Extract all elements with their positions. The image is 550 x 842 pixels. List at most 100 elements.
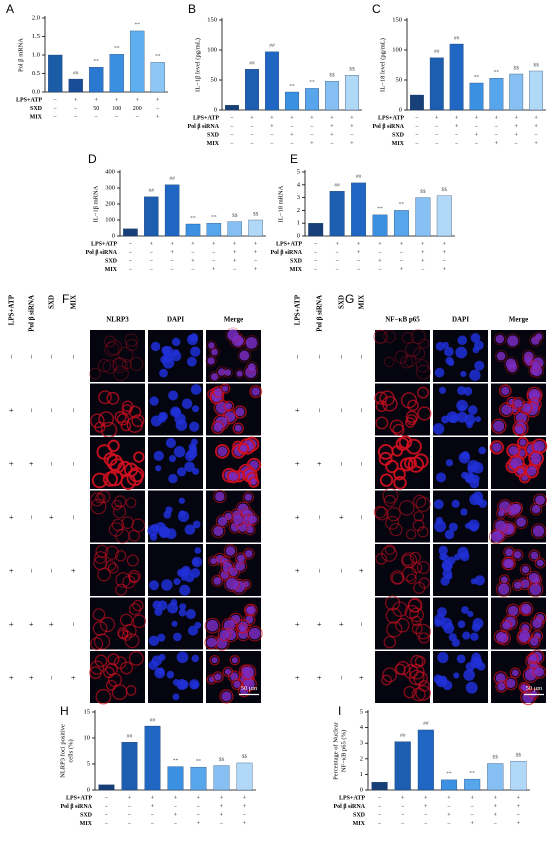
cell-stain xyxy=(97,567,111,582)
cell-stain xyxy=(121,516,135,530)
cells xyxy=(90,599,147,651)
nucleus xyxy=(532,361,540,370)
treatment-sign: − xyxy=(254,258,258,264)
nucleus xyxy=(473,657,483,667)
treatment-sign: + xyxy=(220,804,224,810)
significance-label: ## xyxy=(356,174,362,180)
treatment-sign: − xyxy=(378,804,382,810)
cell-stain xyxy=(89,660,105,675)
nucleus xyxy=(191,654,200,663)
nucleus xyxy=(227,329,239,341)
nucleus xyxy=(214,673,222,681)
bar xyxy=(394,741,411,791)
treatment-sign: − xyxy=(290,141,294,147)
y-tick-label: 50 xyxy=(396,76,403,83)
treatment-sign: − xyxy=(233,267,237,273)
y-tick-label: 15 xyxy=(84,708,91,715)
treatment-sign: − xyxy=(27,515,36,520)
bar xyxy=(415,197,431,237)
bar xyxy=(206,223,222,237)
treatment-sign: − xyxy=(250,132,254,138)
treatment-sign: 100 xyxy=(112,106,121,112)
treatment-sign: − xyxy=(156,106,160,112)
cell-stain xyxy=(533,493,547,508)
treatment-sign: − xyxy=(350,132,354,138)
cell-stain xyxy=(90,637,104,651)
treatment-label: MIX xyxy=(70,295,78,309)
nucleus xyxy=(178,609,187,617)
treatment-sign: + xyxy=(315,622,324,627)
significance-label: ## xyxy=(127,733,133,739)
nucleus xyxy=(239,350,250,361)
treatment-sign: − xyxy=(54,97,58,103)
nucleus xyxy=(475,416,482,423)
cell-stain xyxy=(417,526,429,538)
y-tick-label: 1.0 xyxy=(32,51,40,58)
cell-stain xyxy=(382,487,399,504)
nucleus xyxy=(478,446,486,455)
nucleus xyxy=(495,334,505,344)
nucleus xyxy=(217,446,228,457)
nucleus xyxy=(218,368,226,376)
nucleus xyxy=(524,356,532,364)
column-header: NLRP3 xyxy=(106,316,129,324)
nucleus xyxy=(245,615,254,624)
nucleus xyxy=(467,405,478,415)
nucleus xyxy=(157,633,166,642)
treatment-sign: 50 xyxy=(93,106,99,112)
micrograph xyxy=(90,651,145,703)
bar xyxy=(417,729,434,791)
nucleus xyxy=(163,510,172,519)
nucleus xyxy=(224,369,232,376)
treatment-label: LPS+ATP xyxy=(193,115,219,121)
cell-stain xyxy=(106,454,124,471)
significance-label: $$ xyxy=(242,753,248,760)
nucleus xyxy=(177,568,186,578)
treatment-sign: − xyxy=(151,821,155,827)
treatment-sign: + xyxy=(27,675,36,680)
cell-stain xyxy=(405,341,421,357)
treatment-sign: + xyxy=(250,115,254,121)
cell-stain xyxy=(394,350,408,364)
treatment-sign: + xyxy=(212,241,216,247)
nucleus xyxy=(251,387,260,396)
nucleus xyxy=(173,632,182,642)
treatment-sign: + xyxy=(174,812,178,818)
treatment-sign: − xyxy=(129,258,133,264)
treatment-sign: − xyxy=(105,812,109,818)
cell-stain xyxy=(415,359,430,373)
cell-stain xyxy=(126,554,139,567)
cell-stain xyxy=(246,625,263,642)
nucleus xyxy=(168,473,178,484)
treatment-sign: + xyxy=(424,804,428,810)
cells xyxy=(493,331,546,378)
bar xyxy=(509,73,524,111)
cells xyxy=(89,333,144,381)
treatment-sign: + xyxy=(7,515,16,520)
bar xyxy=(48,54,63,93)
bar xyxy=(440,779,458,791)
treatment-sign: − xyxy=(27,408,36,413)
nucleus xyxy=(159,411,168,421)
treatment-sign: − xyxy=(212,250,216,256)
treatment-sign: + xyxy=(115,97,119,103)
cell-stain xyxy=(373,505,387,519)
nucleus xyxy=(191,556,203,568)
panel-label: D xyxy=(88,152,97,166)
treatment-label: MIX xyxy=(358,295,366,309)
treatment-sign: − xyxy=(421,267,425,273)
cell-stain xyxy=(209,654,220,666)
treatment-sign: − xyxy=(435,132,439,138)
treatment-sign: + xyxy=(435,115,439,121)
cell-stain xyxy=(401,552,418,569)
cell-stain xyxy=(413,511,424,522)
treatment-sign: + xyxy=(357,241,361,247)
treatment-sign: − xyxy=(230,132,234,138)
cell-stain xyxy=(234,368,245,379)
nucleus xyxy=(234,424,242,432)
nucleus xyxy=(438,386,447,394)
nucleus xyxy=(457,335,467,346)
nucleus xyxy=(536,559,544,567)
cells xyxy=(488,493,547,545)
